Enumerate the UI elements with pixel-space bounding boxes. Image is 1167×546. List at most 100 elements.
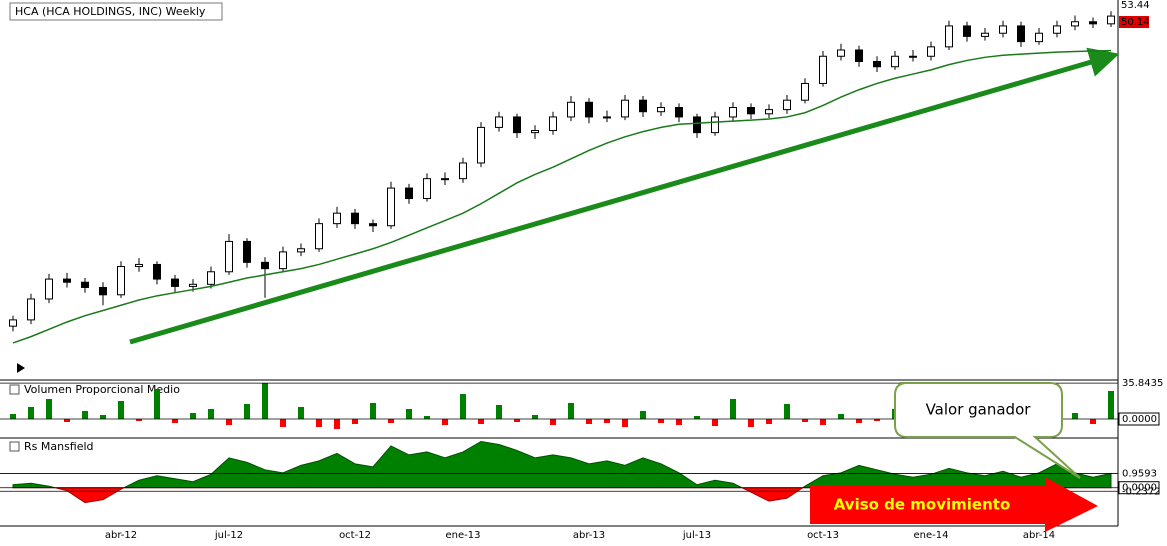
candle-body bbox=[171, 278, 179, 287]
candle-body bbox=[513, 116, 521, 134]
ma-label-box bbox=[1119, 16, 1149, 28]
ma-label: 50.14 bbox=[1121, 17, 1150, 28]
candle-body bbox=[837, 49, 845, 57]
candle-body bbox=[621, 99, 629, 118]
panel-title: Volumen Proporcional Medio bbox=[24, 383, 180, 396]
collapse-icon bbox=[17, 363, 25, 373]
candle-body bbox=[711, 116, 719, 134]
candle-body bbox=[297, 248, 305, 253]
panel-title: Rs Mansfield bbox=[24, 440, 94, 453]
x-tick-label: abr-13 bbox=[573, 530, 605, 541]
candle-body bbox=[405, 187, 413, 200]
candle-body bbox=[1053, 25, 1061, 34]
candle-body bbox=[369, 223, 377, 227]
candle-body bbox=[927, 46, 935, 57]
candle-body bbox=[693, 116, 701, 134]
title-box bbox=[9, 2, 223, 21]
warning-arrow bbox=[810, 477, 1098, 532]
volume-bar bbox=[856, 419, 862, 423]
chart-title: HCA (HCA HOLDINGS, INC) Weekly bbox=[15, 5, 206, 18]
x-tick-label: jul-13 bbox=[682, 530, 711, 541]
trend-arrow bbox=[129, 47, 1120, 345]
candle-body bbox=[657, 107, 665, 113]
candle-body bbox=[873, 60, 881, 68]
callout-text: Valor ganador bbox=[926, 401, 1032, 419]
y-tick-label: 0.0000 bbox=[1122, 483, 1157, 494]
candle-body bbox=[225, 240, 233, 273]
volume-bar bbox=[208, 409, 214, 419]
volume-bar bbox=[730, 399, 736, 419]
candle-body bbox=[1089, 21, 1097, 25]
candle-body bbox=[999, 25, 1007, 34]
candle-body bbox=[99, 286, 107, 296]
warning-text: Aviso de movimiento bbox=[834, 496, 1011, 514]
volume-bar bbox=[586, 419, 592, 424]
candle-body bbox=[9, 319, 17, 327]
candle-body bbox=[243, 240, 251, 263]
candle-body bbox=[729, 107, 737, 118]
candle-body bbox=[675, 107, 683, 118]
candle-body bbox=[423, 178, 431, 200]
x-tick-label: ene-14 bbox=[914, 530, 949, 541]
volume-bar bbox=[154, 389, 160, 419]
candle-body bbox=[387, 187, 395, 227]
candle-body bbox=[1107, 15, 1115, 25]
rs-area-positive bbox=[12, 440, 1112, 488]
candle-body bbox=[333, 212, 341, 225]
candle-body bbox=[27, 298, 35, 321]
volume-bar bbox=[172, 419, 178, 423]
candle-body bbox=[855, 49, 863, 62]
volume-bar bbox=[514, 419, 520, 422]
y-tick-label: -0.2372 bbox=[1122, 486, 1161, 497]
panel-icon bbox=[9, 384, 20, 395]
candle-body bbox=[747, 107, 755, 115]
volume-bar bbox=[226, 419, 232, 425]
candle-body bbox=[549, 116, 557, 132]
moving-average bbox=[12, 49, 1112, 344]
candle-body bbox=[585, 101, 593, 118]
candle-body bbox=[1017, 25, 1025, 43]
x-tick-label: abr-14 bbox=[1023, 530, 1055, 541]
volume-bar bbox=[28, 407, 34, 419]
x-tick-label: oct-12 bbox=[339, 530, 371, 541]
volume-bar bbox=[46, 399, 52, 419]
candle-body bbox=[189, 283, 197, 287]
candle-body bbox=[963, 25, 971, 37]
volume-bar bbox=[118, 401, 124, 419]
candle-body bbox=[1071, 21, 1079, 27]
volume-bar bbox=[658, 419, 664, 423]
volume-bar bbox=[442, 419, 448, 425]
volume-bar bbox=[748, 419, 754, 427]
volume-bar bbox=[64, 419, 70, 422]
candle-body bbox=[981, 32, 989, 37]
volume-bar bbox=[1108, 391, 1114, 419]
candle-body bbox=[279, 251, 287, 270]
candle-body bbox=[765, 109, 773, 115]
candle-body bbox=[819, 55, 827, 84]
candle-body bbox=[891, 55, 899, 68]
volume-bar bbox=[190, 413, 196, 419]
volume-bar bbox=[406, 409, 412, 419]
candle-body bbox=[567, 101, 575, 118]
candle-body bbox=[207, 271, 215, 285]
candle-body bbox=[459, 162, 467, 180]
volume-bar bbox=[532, 415, 538, 419]
x-tick-label: jul-12 bbox=[214, 530, 243, 541]
x-tick-label: ene-13 bbox=[446, 530, 481, 541]
volume-bar bbox=[550, 419, 556, 425]
volume-bar bbox=[712, 419, 718, 426]
volume-bar bbox=[820, 419, 826, 425]
candle-body bbox=[1035, 32, 1043, 43]
volume-bar bbox=[82, 411, 88, 419]
volume-bar bbox=[802, 419, 808, 422]
volume-bar bbox=[604, 419, 610, 423]
price-label: 53.44 bbox=[1121, 0, 1150, 11]
volume-bar bbox=[262, 383, 268, 419]
volume-bar bbox=[478, 419, 484, 424]
callout-box bbox=[894, 382, 1081, 479]
candle-body bbox=[351, 212, 359, 225]
volume-bar bbox=[10, 414, 16, 419]
